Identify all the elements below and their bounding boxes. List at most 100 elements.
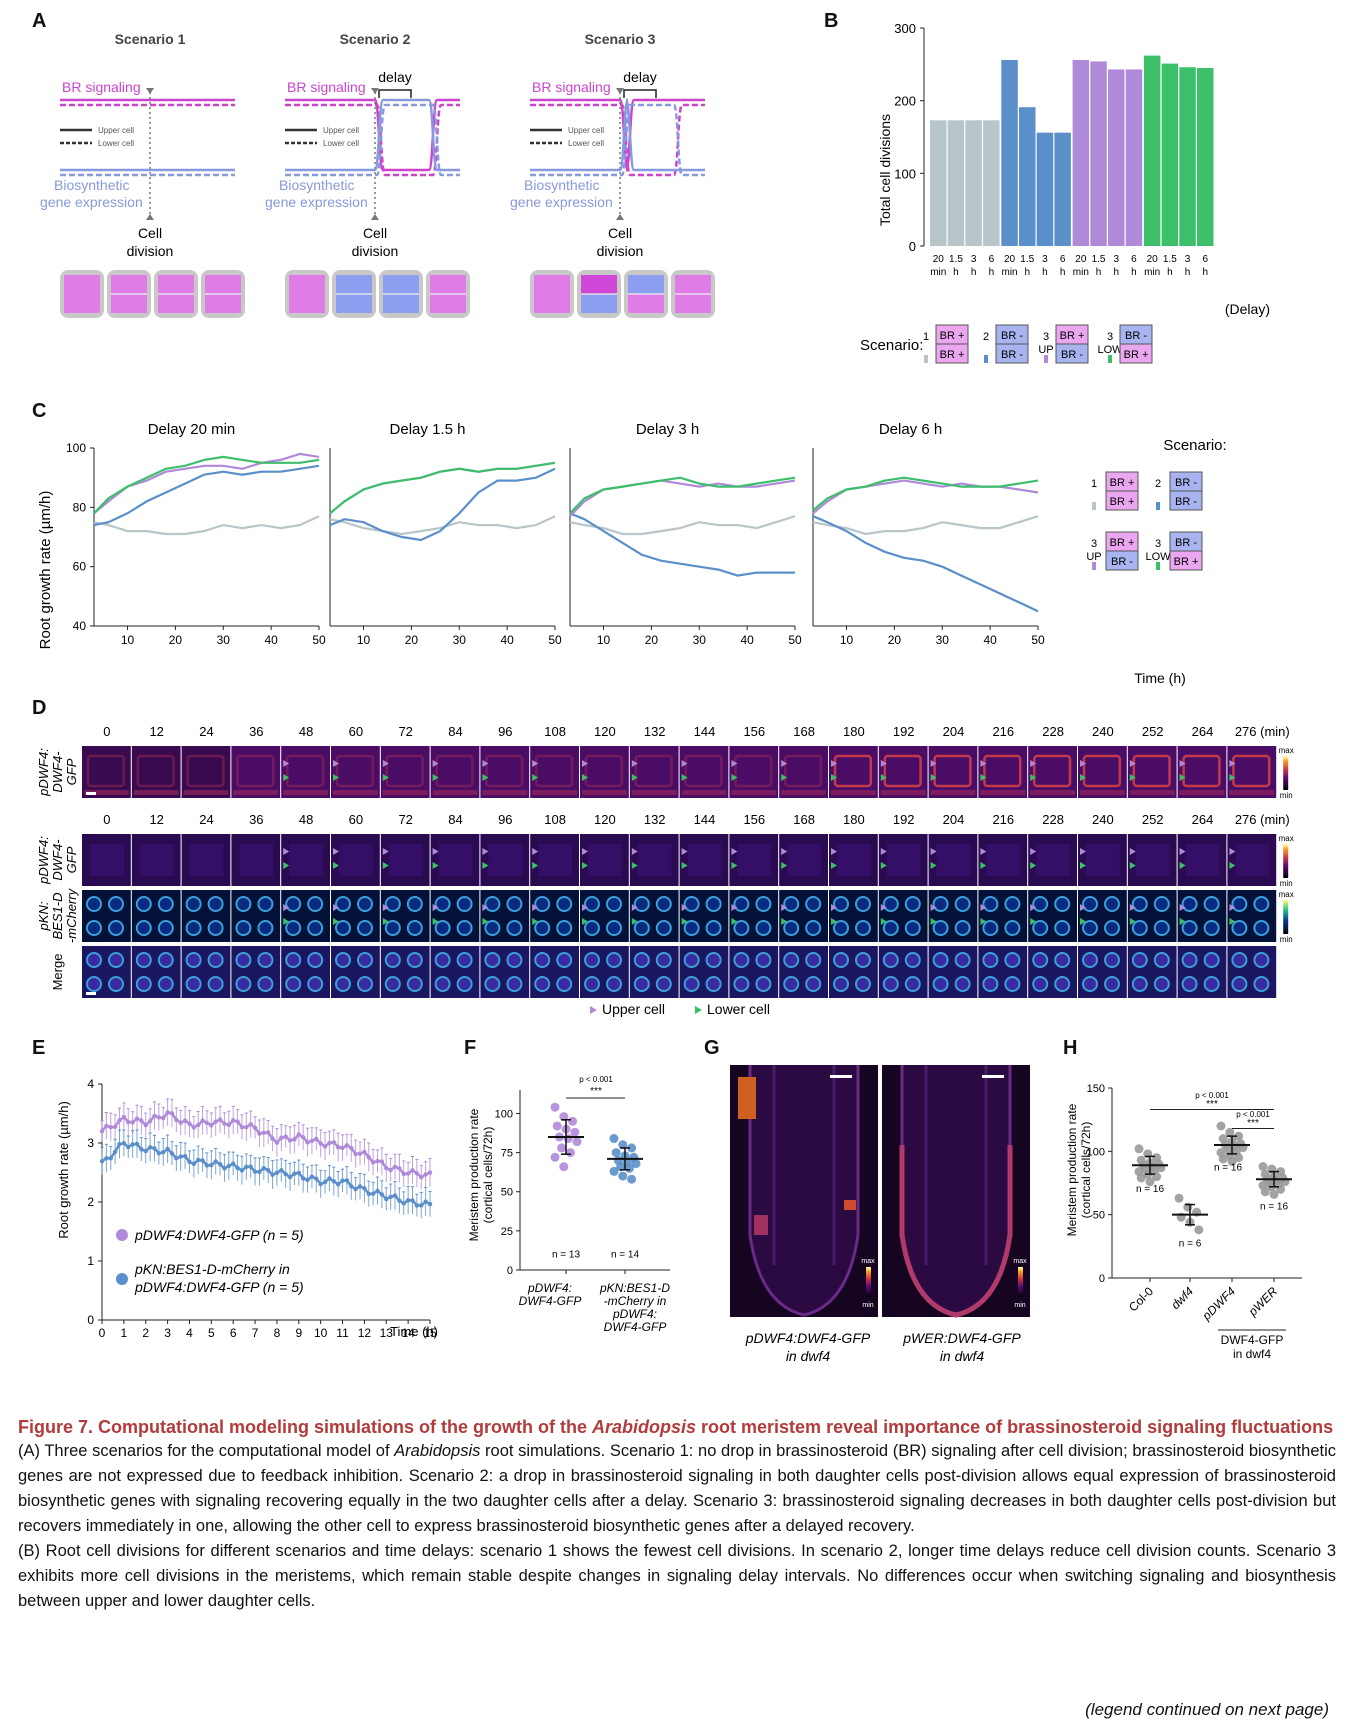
lower-cell-arrow-icon: [333, 774, 339, 781]
nucleus: [108, 920, 124, 936]
x-tick-label: 13: [380, 1326, 394, 1340]
data-point: [99, 1158, 105, 1164]
x-tick-label: 8: [274, 1326, 281, 1340]
lower-cell-arrow-icon: [1229, 774, 1236, 781]
p-value: p < 0.001: [579, 1075, 613, 1084]
cell-division-label: division: [352, 243, 399, 259]
nucleus: [733, 920, 750, 936]
bar: [1143, 55, 1161, 246]
bar-category-unit: min: [930, 267, 946, 278]
panel-d-content: 0 12 24 36 48 60 72 84 96 108 120 132 144 156 168 180 19…: [36, 724, 1294, 1017]
nucleus: [606, 896, 622, 912]
upper-cell-arrow-icon: [1129, 760, 1136, 767]
data-point: [1258, 1162, 1268, 1172]
nucleus: [157, 896, 174, 912]
upper-cell-legend: Upper cell: [602, 1001, 665, 1017]
time-label: 120: [594, 812, 616, 827]
upper-cell-arrow-icon: [731, 760, 738, 767]
category-label: DWF4-GFP: [604, 1320, 667, 1334]
nucleus: [285, 952, 302, 968]
upper-cell-arrow-icon: [781, 848, 788, 855]
bar: [1072, 59, 1090, 247]
nucleus: [606, 920, 622, 936]
data-point: [112, 1124, 118, 1130]
nucleus: [307, 952, 324, 968]
lower-cell-arrow-icon: [1179, 918, 1186, 925]
data-point: [305, 1177, 310, 1183]
data-point: [427, 1170, 433, 1175]
cell-upper: [581, 275, 617, 294]
br-box-top-label: BR +: [940, 330, 965, 342]
nucleus: [932, 896, 949, 912]
nucleus: [406, 920, 423, 936]
lower-cell-arrow-icon: [1229, 862, 1236, 869]
row-label-2: DWF4-: [50, 839, 65, 881]
nucleus: [606, 976, 622, 992]
scale-bar: [982, 1075, 1004, 1078]
nucleus: [357, 952, 373, 968]
nucleus: [1181, 896, 1198, 912]
data-point: [99, 1129, 105, 1134]
lower-cell-arrow-icon: [1080, 774, 1086, 781]
y-tick-label: 100: [66, 441, 86, 455]
cell-outline: [983, 754, 1022, 788]
data-point: [563, 1134, 573, 1144]
nucleus: [1082, 896, 1098, 912]
data-point: [314, 1176, 319, 1181]
nucleus: [1131, 952, 1148, 968]
y-tick-label: 50: [1093, 1210, 1105, 1222]
upper-cell-arrow-icon: [1229, 760, 1236, 767]
bar-category-unit: h: [1096, 267, 1102, 278]
colorbar: [1283, 756, 1289, 790]
data-point: [257, 1169, 262, 1175]
nucleus: [633, 920, 650, 936]
cell-band: [930, 790, 976, 795]
cell-body: [1135, 844, 1170, 876]
bar-category-unit: h: [971, 267, 977, 278]
nucleus: [882, 952, 899, 968]
colorbar-min: min: [1280, 935, 1293, 944]
arrow-icon: [371, 88, 379, 94]
scenario-number: 1: [1091, 478, 1097, 490]
bar: [930, 120, 947, 246]
nucleus: [805, 976, 822, 992]
scenario-sub: LOW: [1097, 344, 1123, 356]
data-point: [397, 1198, 402, 1203]
upper-cell-arrow-icon: [582, 760, 588, 767]
series-line-1: [329, 515, 556, 536]
x-tick-label: 7: [252, 1326, 259, 1340]
nucleus: [157, 952, 174, 968]
data-point: [139, 1118, 144, 1123]
panel-label-g: G: [704, 1037, 720, 1059]
cell-upper: [336, 275, 372, 294]
colorbar-max: max: [1279, 890, 1294, 899]
upper-cell-arrow-icon: [831, 904, 837, 911]
data-point: [296, 1132, 301, 1137]
upper-cell-arrow-icon: [582, 904, 588, 911]
nucleus: [135, 976, 152, 992]
upper-cell-arrow-icon: [930, 904, 937, 911]
nucleus: [1181, 920, 1198, 936]
data-point: [244, 1164, 249, 1170]
br-box-top-label: BR +: [1060, 330, 1085, 342]
nucleus: [833, 952, 849, 968]
bar-category-label: 1.5: [1020, 254, 1034, 265]
nucleus: [1054, 896, 1071, 912]
lower-cell-arrow-icon: [781, 774, 788, 781]
data-point: [322, 1144, 328, 1149]
nucleus: [932, 952, 949, 968]
cell-outline: [485, 754, 524, 788]
bar: [1161, 63, 1179, 247]
frame: [679, 746, 729, 798]
nucleus: [534, 920, 551, 936]
bar-category-label: 3: [1113, 254, 1119, 265]
bar-category-unit: h: [1131, 267, 1137, 278]
colorbar: [1283, 844, 1289, 878]
nucleus: [434, 896, 451, 912]
arrow-icon: [146, 88, 154, 94]
data-point: [292, 1137, 297, 1142]
x-tick-label: 50: [788, 633, 802, 647]
data-point: [261, 1165, 267, 1171]
br-box-bottom: [1055, 343, 1089, 364]
y-tick-label: 0: [909, 239, 916, 254]
